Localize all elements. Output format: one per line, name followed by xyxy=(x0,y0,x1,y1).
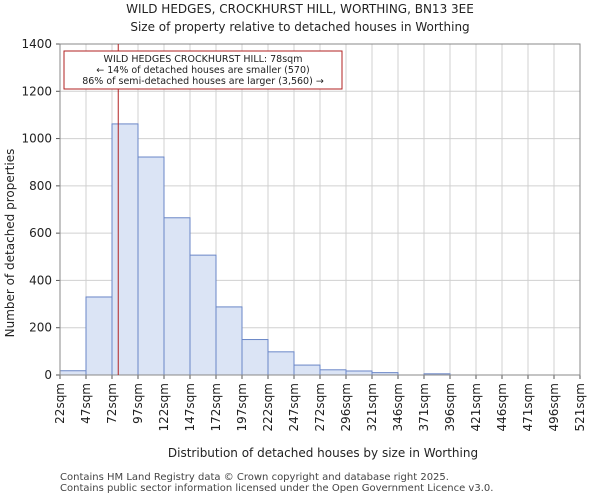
y-tick-label: 0 xyxy=(44,368,52,382)
x-tick-label: 396sqm xyxy=(443,383,457,431)
x-tick-label: 47sqm xyxy=(79,383,93,424)
x-tick-label: 247sqm xyxy=(287,383,301,431)
x-tick-label: 97sqm xyxy=(131,383,145,424)
annotation-line-1: WILD HEDGES CROCKHURST HILL: 78sqm xyxy=(104,54,303,65)
y-tick-label: 1400 xyxy=(21,37,52,51)
x-tick-label: 197sqm xyxy=(235,383,249,431)
bars xyxy=(59,123,451,376)
bar-72sqm xyxy=(111,123,139,376)
bar-222sqm xyxy=(267,351,295,376)
annotation-box: WILD HEDGES CROCKHURST HILL: 78sqm ← 14%… xyxy=(63,50,343,90)
bar-247sqm xyxy=(293,364,321,376)
y-tick-label: 800 xyxy=(29,179,52,193)
x-tick-label: 122sqm xyxy=(157,383,171,431)
x-tick-label: 471sqm xyxy=(521,383,535,431)
x-tick-label: 72sqm xyxy=(105,383,119,424)
footer-copyright: Contains HM Land Registry data © Crown c… xyxy=(60,472,449,483)
bar-47sqm xyxy=(85,296,113,376)
bar-197sqm xyxy=(241,339,269,376)
x-tick-label: 446sqm xyxy=(495,383,509,431)
bar-296sqm xyxy=(345,370,373,376)
x-tick-label: 296sqm xyxy=(339,383,353,431)
annotation-line-3: 86% of semi-detached houses are larger (… xyxy=(82,76,324,87)
x-tick-label: 321sqm xyxy=(365,383,379,431)
x-tick-label: 147sqm xyxy=(183,383,197,431)
bar-22sqm xyxy=(59,370,87,376)
plot-frame xyxy=(59,43,581,376)
y-axis-label: Number of detached properties xyxy=(3,149,17,338)
y-tick-label: 400 xyxy=(29,273,52,287)
bar-122sqm xyxy=(163,217,191,376)
x-tick-label: 496sqm xyxy=(547,383,561,431)
x-axis-label: Distribution of detached houses by size … xyxy=(168,446,478,460)
annotation-line-2: ← 14% of detached houses are smaller (57… xyxy=(96,65,309,76)
footer-licence: Contains public sector information licen… xyxy=(60,483,494,494)
x-tick-label: 421sqm xyxy=(469,383,483,431)
bar-97sqm xyxy=(137,156,165,376)
bar-172sqm xyxy=(215,306,243,376)
x-tick-label: 22sqm xyxy=(53,383,67,424)
y-tick-label: 1200 xyxy=(21,84,52,98)
x-tick-label: 521sqm xyxy=(573,383,587,431)
x-tick-label: 371sqm xyxy=(417,383,431,431)
chart-title: WILD HEDGES, CROCKHURST HILL, WORTHING, … xyxy=(126,2,474,16)
chart-subtitle: Size of property relative to detached ho… xyxy=(130,20,469,34)
x-tick-label: 346sqm xyxy=(391,383,405,431)
y-tick-label: 1000 xyxy=(21,132,52,146)
x-axis-ticks: 22sqm 47sqm 72sqm 97sqm 122sqm 147sqm 172sqm 19… xyxy=(53,375,587,431)
y-axis-ticks: 0 200 400 600 800 1000 1200 1400 xyxy=(21,37,60,382)
x-tick-label: 272sqm xyxy=(313,383,327,431)
bar-147sqm xyxy=(189,254,217,376)
y-tick-label: 600 xyxy=(29,226,52,240)
bar-272sqm xyxy=(319,369,347,376)
x-tick-label: 222sqm xyxy=(261,383,275,431)
x-tick-label: 172sqm xyxy=(209,383,223,431)
y-tick-label: 200 xyxy=(29,321,52,335)
